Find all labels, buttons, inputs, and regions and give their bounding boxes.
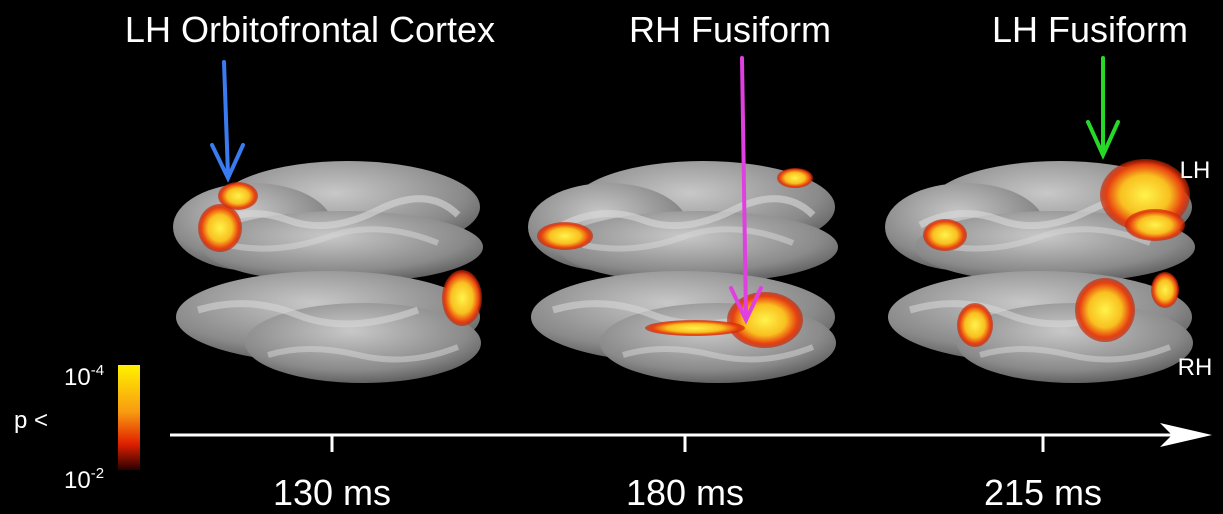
activation: [1151, 272, 1179, 308]
colorbar-title: p <: [14, 407, 48, 434]
colorbar-max: 10-4: [64, 362, 104, 391]
brain-panel: [885, 159, 1195, 383]
activation: [218, 182, 258, 210]
arrow: [224, 62, 228, 175]
activation: [923, 219, 967, 251]
panel-label: LH Orbitofrontal Cortex: [125, 9, 495, 50]
brain-panel: [173, 161, 483, 383]
time-label: 215 ms: [984, 472, 1102, 513]
colorbar: [118, 365, 140, 470]
brain-panel: [528, 161, 838, 383]
hemisphere-label: LH: [1180, 157, 1211, 184]
activation: [1125, 209, 1185, 241]
brain-image: [528, 161, 838, 383]
activation: [537, 222, 593, 250]
activation: [645, 320, 745, 336]
colorbar-min: 10-2: [64, 465, 104, 494]
activation: [442, 270, 482, 326]
activation: [198, 204, 242, 252]
time-label: 180 ms: [626, 472, 744, 513]
activation: [777, 168, 813, 188]
activation: [1075, 278, 1135, 342]
time-label: 130 ms: [273, 472, 391, 513]
figure: LH Orbitofrontal Cortex RH Fusiform LH F…: [0, 0, 1223, 514]
activation: [957, 303, 993, 347]
panel-label: RH Fusiform: [629, 9, 831, 50]
hemisphere-label: RH: [1178, 354, 1213, 381]
panel-label: LH Fusiform: [992, 9, 1188, 50]
